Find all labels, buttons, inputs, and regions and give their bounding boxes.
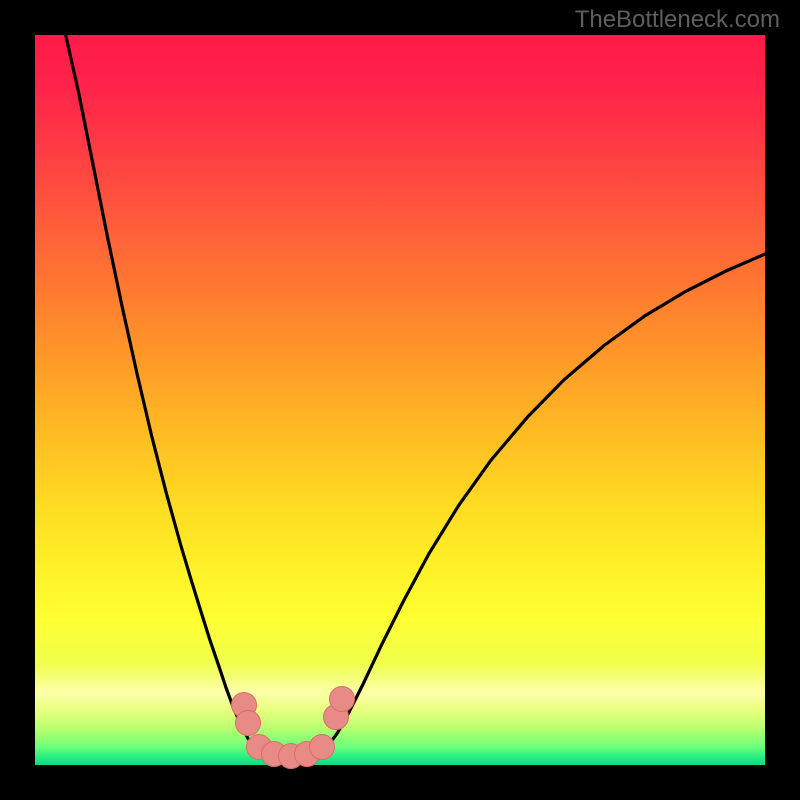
watermark-text: TheBottleneck.com [575, 6, 780, 34]
heat-gradient-background [35, 35, 765, 765]
chart-stage: TheBottleneck.com [0, 0, 800, 800]
plot-area [35, 35, 765, 765]
